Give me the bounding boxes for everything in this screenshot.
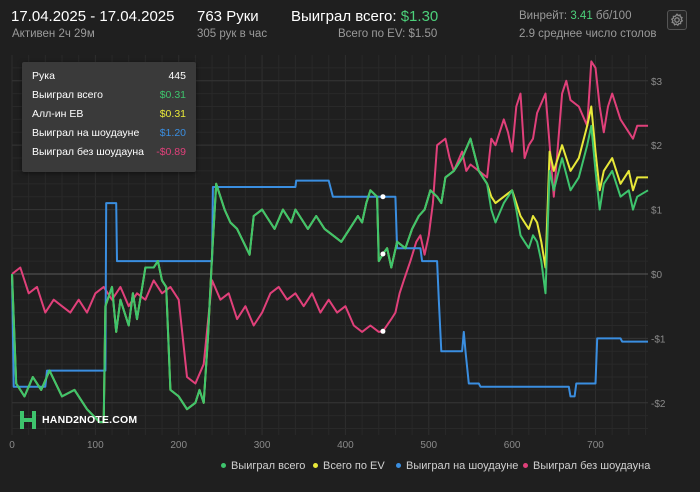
- legend: Выиграл всего Всего по EV Выиграл на шоу…: [0, 460, 700, 476]
- series-line: [11, 179, 648, 398]
- active-time: Активен 2ч 29м: [12, 28, 95, 40]
- tooltip-value: -$0.89: [156, 146, 186, 158]
- tooltip-row: Выиграл без шоудауна -$0.89: [32, 146, 186, 162]
- y-tick-label: $1: [651, 206, 663, 217]
- y-tick-label: $0: [651, 270, 663, 281]
- y-tick-label: -$2: [651, 399, 666, 410]
- tooltip-label: Выиграл всего: [32, 89, 103, 101]
- legend-dot: [523, 462, 528, 468]
- legend-item-won-total[interactable]: Выиграл всего: [221, 460, 305, 472]
- winrate-label: Винрейт:: [519, 10, 568, 22]
- ev-total: Всего по EV: $1.50: [338, 28, 438, 40]
- hover-marker: [380, 251, 386, 257]
- x-tick-label: 0: [9, 440, 15, 451]
- x-tick-label: 700: [587, 440, 604, 451]
- hover-markers: [380, 194, 386, 334]
- won-total-value: $1.30: [400, 8, 439, 25]
- tooltip-label: Выиграл без шоудауна: [32, 146, 144, 158]
- y-tick-label: -$1: [651, 334, 666, 345]
- tooltip-value: $0.31: [159, 89, 186, 101]
- x-tick-label: 600: [504, 440, 521, 451]
- legend-label: Выиграл на шоудауне: [406, 460, 519, 472]
- tooltip-label: Выиграл на шоудауне: [32, 127, 140, 139]
- x-tick-label: 100: [87, 440, 104, 451]
- tooltip-row: Алл-ин ЕВ $0.31: [32, 108, 186, 124]
- gear-icon: [670, 13, 684, 27]
- tooltip: Рука 445 Выиграл всего $0.31 Алл-ин ЕВ $0.31 В…: [22, 62, 196, 172]
- legend-dot: [221, 462, 226, 468]
- legend-dot: [396, 462, 401, 468]
- tooltip-label: Рука: [32, 70, 55, 82]
- x-tick-label: 400: [337, 440, 354, 451]
- avg-tables: 2.9 среднее число столов: [519, 28, 657, 40]
- legend-item-showdown[interactable]: Выиграл на шоудауне: [396, 460, 518, 472]
- x-tick-label: 300: [254, 440, 271, 451]
- winrate-value: 3.41: [570, 10, 593, 22]
- legend-label: Выиграл всего: [231, 460, 306, 472]
- tooltip-row: Рука 445: [32, 70, 186, 86]
- tooltip-value: 445: [168, 70, 186, 82]
- tooltip-label: Алл-ин ЕВ: [32, 108, 84, 120]
- date-range[interactable]: 17.04.2025 - 17.04.2025: [11, 8, 175, 25]
- logo-text: HAND2NOTE.COM: [42, 414, 138, 426]
- hands-per-hour: 305 рук в час: [197, 28, 268, 40]
- won-total-label: Выиграл всего:: [291, 8, 397, 25]
- axis-ticks: 0 100 200 300 400 500 600 700 $3 $2 $1 $0 -$1 -$2: [9, 77, 666, 451]
- winrate-unit: бб/100: [595, 10, 632, 22]
- legend-label: Всего по EV: [323, 460, 385, 472]
- won-total: Выиграл всего: $1.30: [291, 8, 438, 25]
- hands-count: 763 Руки: [197, 8, 259, 25]
- x-tick-label: 500: [420, 440, 437, 451]
- legend-dot: [313, 462, 318, 468]
- hand2note-logo-icon: [20, 411, 36, 429]
- y-tick-label: $2: [651, 141, 663, 152]
- tooltip-value: $1.20: [159, 127, 186, 139]
- series-line: [11, 124, 649, 424]
- winrate: Винрейт: 3.41 бб/100: [519, 10, 631, 22]
- settings-button[interactable]: [667, 10, 687, 30]
- x-tick-label: 200: [170, 440, 187, 451]
- y-tick-label: $3: [651, 77, 663, 88]
- tooltip-row: Выиграл на шоудауне $1.20: [32, 127, 186, 143]
- tooltip-row: Выиграл всего $0.31: [32, 89, 186, 105]
- hover-marker: [380, 194, 386, 200]
- hover-marker: [380, 328, 386, 334]
- tooltip-value: $0.31: [159, 108, 186, 120]
- legend-label: Выиграл без шоудауна: [533, 460, 651, 472]
- legend-item-non-showdown[interactable]: Выиграл без шоудауна: [523, 460, 650, 472]
- series-lines: [11, 60, 649, 424]
- header: 17.04.2025 - 17.04.2025 Активен 2ч 29м 7…: [0, 0, 700, 48]
- legend-item-ev[interactable]: Всего по EV: [313, 460, 385, 472]
